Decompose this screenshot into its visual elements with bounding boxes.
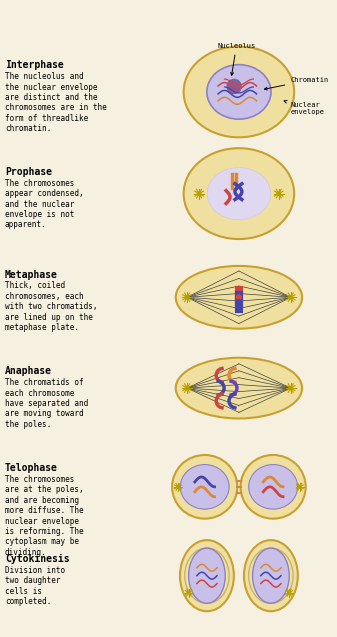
Circle shape [185, 387, 189, 390]
Ellipse shape [241, 455, 306, 519]
Text: Nuclear
envelope: Nuclear envelope [284, 101, 324, 115]
Ellipse shape [244, 540, 298, 612]
Text: Prophase: Prophase [5, 167, 52, 177]
Ellipse shape [253, 548, 289, 603]
Circle shape [237, 300, 241, 304]
Text: Telophase: Telophase [5, 463, 58, 473]
Ellipse shape [180, 464, 229, 509]
Text: The chromosomes
appear condensed,
and the nuclear
envelope is not
apparent.: The chromosomes appear condensed, and th… [5, 179, 84, 229]
Text: Nucleolus: Nucleolus [217, 43, 255, 75]
Ellipse shape [180, 540, 234, 612]
Ellipse shape [184, 47, 294, 138]
Ellipse shape [176, 266, 302, 329]
Text: Division into
two daughter
cells is
completed.: Division into two daughter cells is comp… [5, 566, 65, 606]
Circle shape [299, 485, 301, 488]
Text: Metaphase: Metaphase [5, 269, 58, 280]
Text: The chromosomes
are at the poles,
and are becoming
more diffuse. The
nuclear env: The chromosomes are at the poles, and ar… [5, 475, 84, 557]
Text: The chromatids of
each chromosome
have separated and
are moving toward
the poles: The chromatids of each chromosome have s… [5, 378, 88, 429]
Ellipse shape [189, 548, 225, 603]
Circle shape [227, 80, 241, 94]
Circle shape [288, 591, 290, 594]
Circle shape [197, 192, 201, 196]
Ellipse shape [172, 455, 237, 519]
Circle shape [237, 295, 241, 300]
Circle shape [177, 485, 179, 488]
Text: Cytokinesis: Cytokinesis [5, 554, 69, 564]
Text: Interphase: Interphase [5, 61, 64, 70]
Circle shape [185, 296, 189, 299]
Ellipse shape [207, 168, 271, 220]
Circle shape [277, 192, 280, 196]
Circle shape [187, 591, 190, 594]
Ellipse shape [176, 358, 302, 419]
Ellipse shape [207, 65, 271, 119]
Text: Chromatin: Chromatin [265, 77, 329, 90]
Circle shape [289, 387, 293, 390]
Text: The nucleolus and
the nuclear envelope
are distinct and the
chromosomes are in t: The nucleolus and the nuclear envelope a… [5, 72, 107, 133]
Text: Anaphase: Anaphase [5, 366, 52, 376]
Ellipse shape [184, 148, 294, 239]
Ellipse shape [249, 464, 298, 509]
Circle shape [289, 296, 293, 299]
Text: Thick, coiled
chromosomes, each
with two chromatids,
are lined up on the
metapha: Thick, coiled chromosomes, each with two… [5, 282, 97, 332]
